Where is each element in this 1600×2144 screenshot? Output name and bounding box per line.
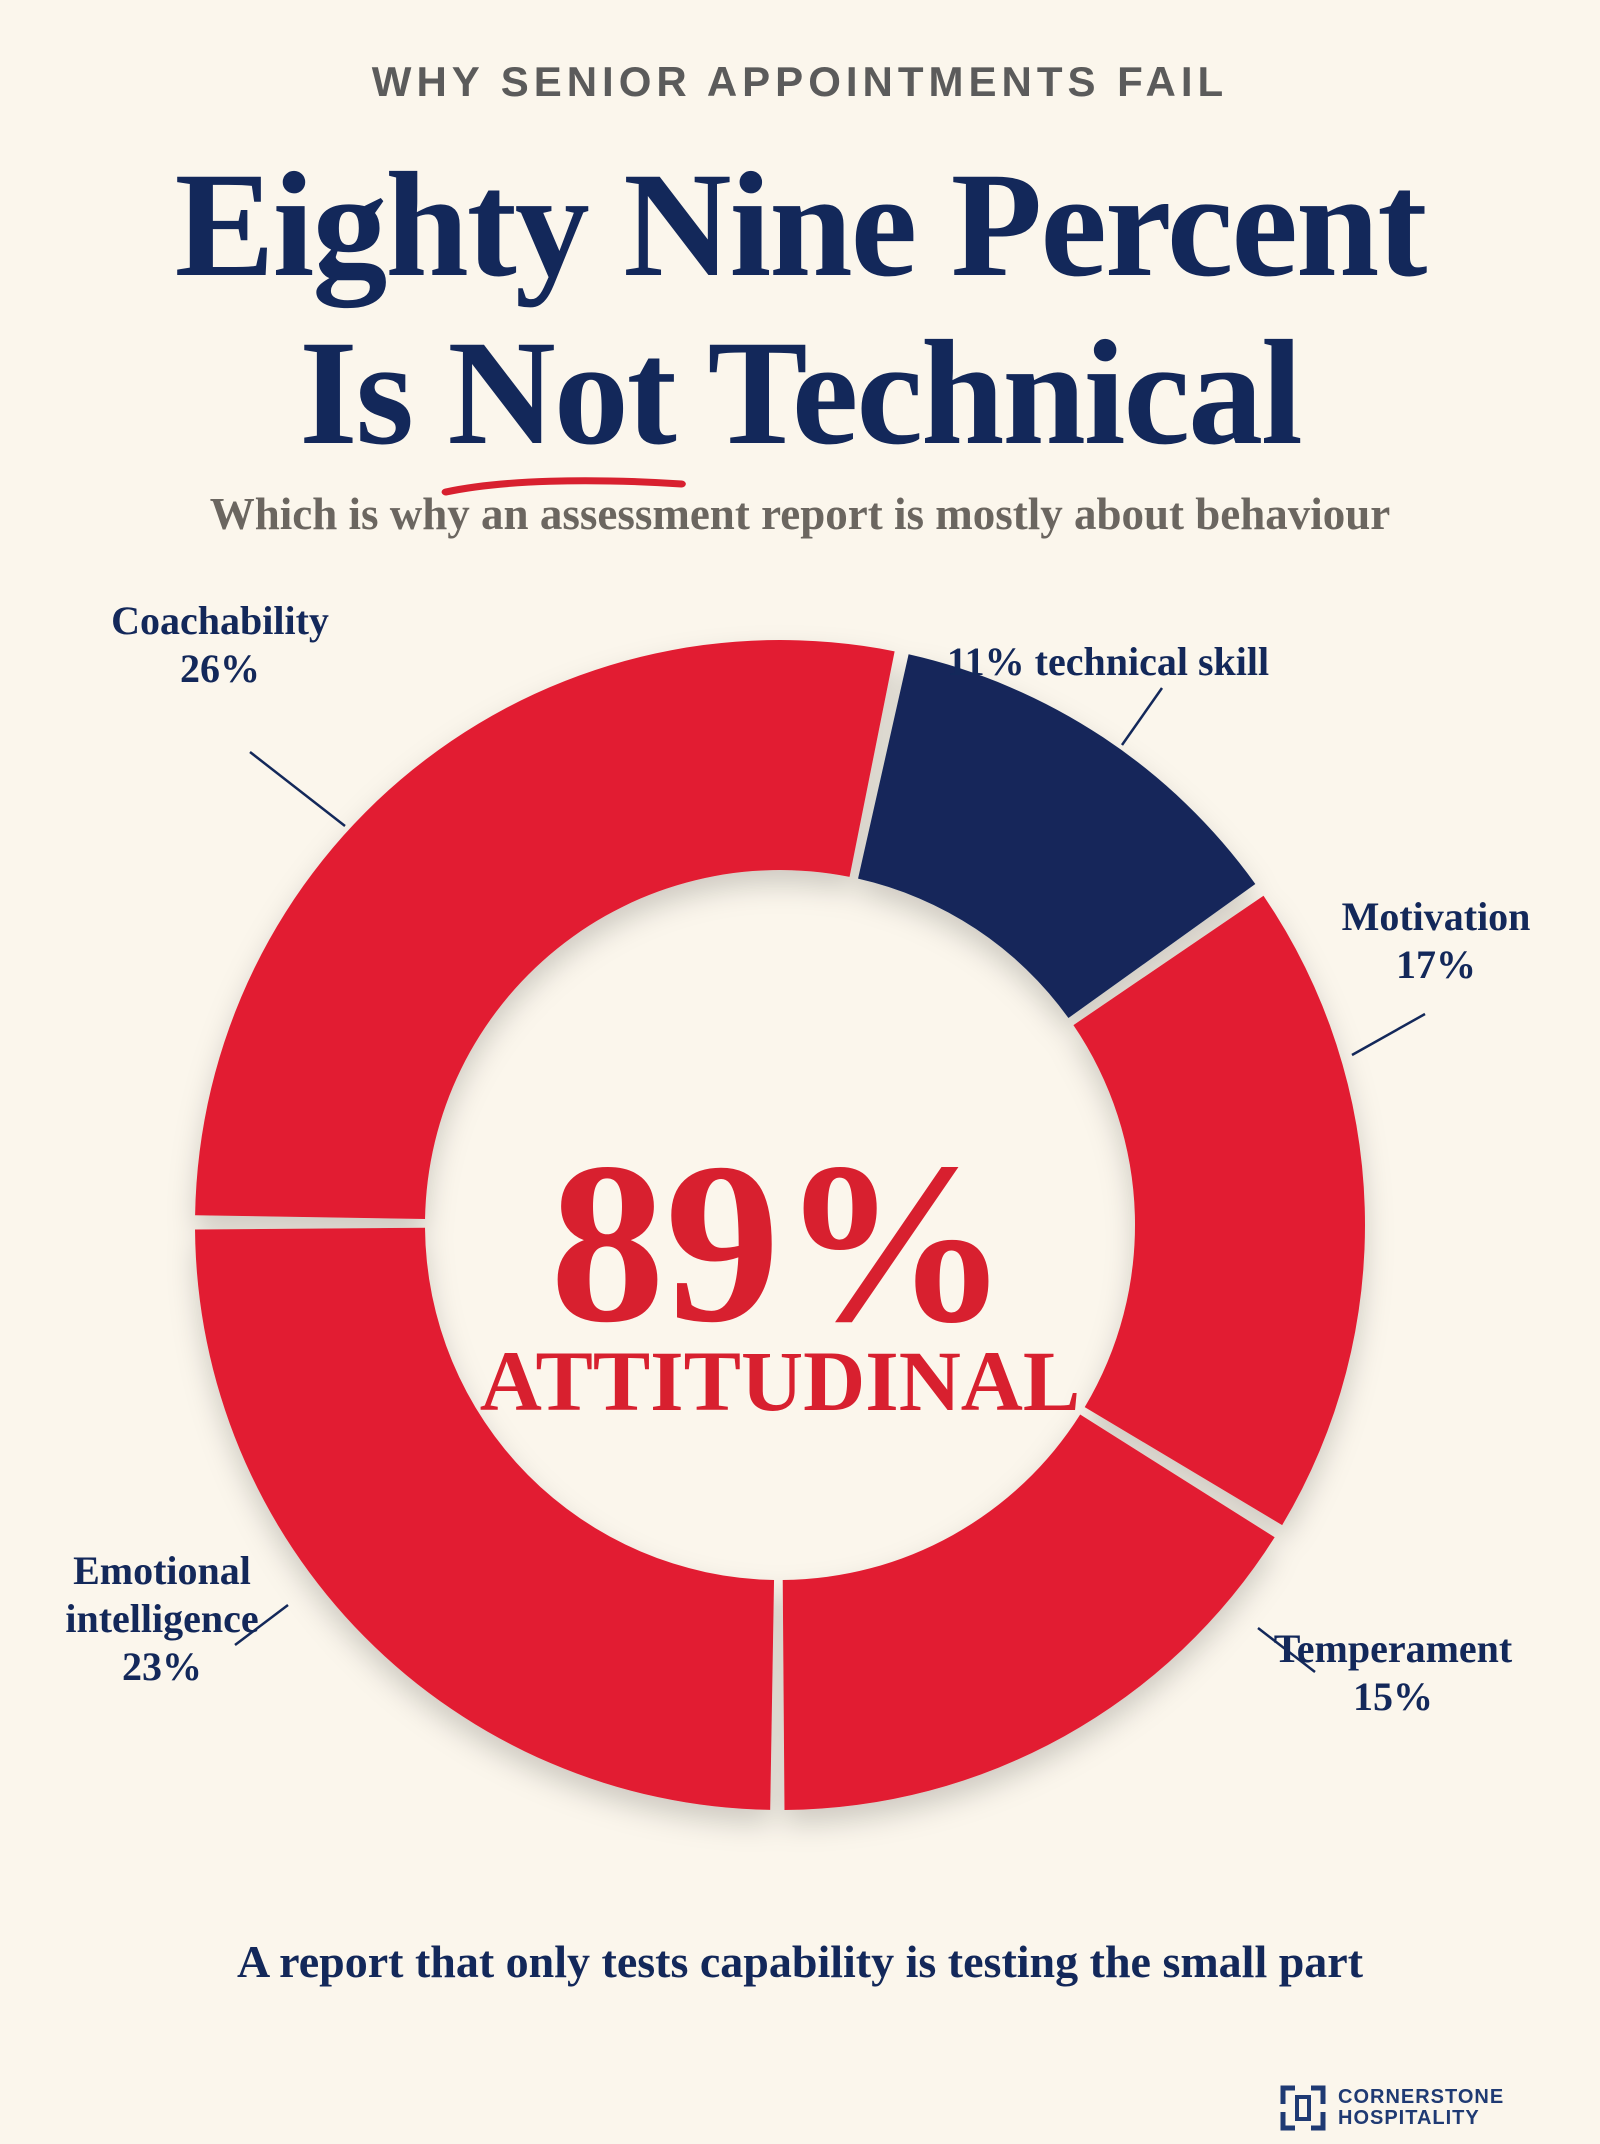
slice-label: Temperament 15% — [1274, 1626, 1513, 1719]
headline-word-technical: Technical — [707, 310, 1303, 476]
slice-label: Emotional intelligence 23% — [65, 1548, 258, 1689]
brand-wordmark: CORNERSTONE HOSPITALITY — [1338, 2087, 1504, 2129]
center-label: ATTITUDINAL — [480, 1333, 1081, 1429]
slice-label-line: Coachability — [111, 598, 329, 643]
eyebrow-heading: WHY SENIOR APPOINTMENTS FAIL — [371, 58, 1229, 105]
leader-line — [234, 1604, 289, 1646]
slice-labels: 11% technical skill Motivation 17% Temperam… — [65, 598, 1530, 1719]
slice-label-line: Temperament — [1274, 1626, 1513, 1671]
red-underline-stroke — [442, 477, 687, 496]
headline-line-2: Is Not Technical — [0, 318, 1600, 496]
slice-label: Motivation 17% — [1342, 894, 1531, 987]
donut-slice-emotional-intelligence — [195, 1227, 775, 1810]
headline-emphasis-not: Not — [442, 318, 687, 496]
donut-slice-coachability — [195, 640, 895, 1220]
slice-label-line: intelligence — [65, 1596, 258, 1641]
footer-caption: A report that only tests capability is t… — [236, 1936, 1364, 1987]
donut-slices — [195, 640, 1366, 1810]
headline-line-1: Eighty Nine Percent — [174, 142, 1428, 308]
headline-word-is: Is — [299, 310, 414, 476]
slice-label-line: 17% — [1396, 942, 1476, 987]
slice-label-line: Emotional — [73, 1548, 251, 1593]
subtitle: Which is why an assessment report is mos… — [209, 489, 1391, 539]
label-leader-lines — [234, 687, 1426, 1673]
donut-slice-motivation — [1073, 895, 1366, 1526]
leader-line — [1257, 1627, 1316, 1673]
slice-label-line: Motivation — [1342, 894, 1531, 939]
leader-line — [1351, 1012, 1426, 1057]
brand-logo: CORNERSTONE HOSPITALITY — [1278, 2080, 1578, 2136]
headline-word-not: Not — [447, 310, 676, 476]
slice-label-line: 26% — [180, 646, 260, 691]
leader-line — [1120, 687, 1164, 746]
slice-label-line: 15% — [1353, 1674, 1433, 1719]
slice-label: Coachability 26% — [111, 598, 329, 691]
donut-slice-11-technical-skill — [858, 654, 1256, 1019]
slice-label-line: 11% technical skill — [947, 639, 1269, 684]
slice-label-line: 23% — [122, 1644, 202, 1689]
slice-label: 11% technical skill — [947, 639, 1269, 684]
cornerstone-logo-icon — [1278, 2083, 1328, 2133]
brand-line-1: CORNERSTONE — [1338, 2086, 1505, 2108]
center-percentage: 89% — [550, 1115, 1010, 1370]
donut-slice-temperament — [782, 1414, 1275, 1810]
leader-line — [249, 751, 346, 827]
brand-line-2: HOSPITALITY — [1338, 2107, 1480, 2129]
